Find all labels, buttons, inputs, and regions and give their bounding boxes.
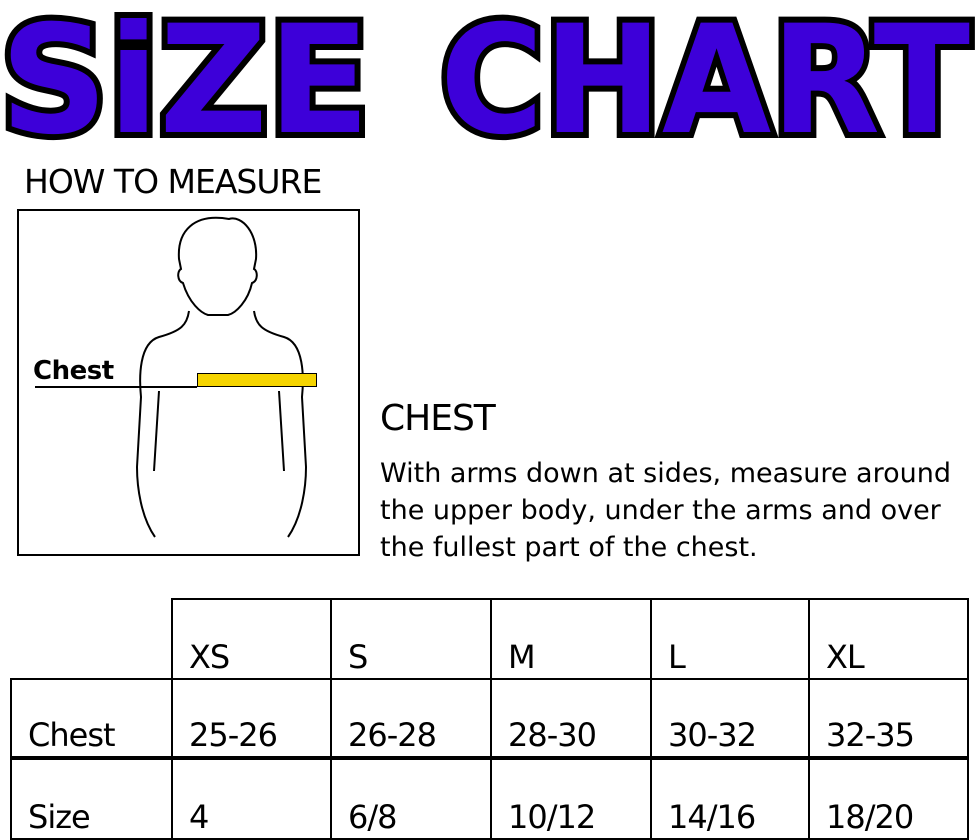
table-cell-text: 30-32 — [668, 716, 757, 754]
how-to-measure-heading: HOW TO MEASURE — [24, 162, 322, 201]
column-header: S — [330, 598, 492, 680]
table-cell: 6/8 — [330, 758, 492, 840]
table-cell: 14/16 — [650, 758, 810, 840]
table-cell: 10/12 — [490, 758, 652, 840]
measuring-tape — [197, 373, 317, 387]
svg-text:SiZE: SiZE — [0, 0, 370, 150]
table-cell-text: 14/16 — [668, 798, 756, 836]
row-label-text: Size — [28, 798, 91, 836]
column-header-text: XL — [826, 638, 865, 676]
row-label: Size — [10, 758, 173, 840]
body-outline-icon — [35, 216, 308, 538]
chest-heading: CHEST — [380, 398, 496, 439]
table-cell: 18/20 — [808, 758, 969, 840]
column-header-text: XS — [189, 638, 230, 676]
table-cell-text: 28-30 — [508, 716, 597, 754]
size-chart-logo: SiZE CHART — [0, 0, 976, 150]
column-header-text: S — [348, 638, 368, 676]
column-header-text: M — [508, 638, 536, 676]
table-cell: 30-32 — [650, 678, 810, 758]
chest-description: With arms down at sides, measure around … — [380, 458, 951, 563]
table-cell: 28-30 — [490, 678, 652, 758]
column-header-text: L — [668, 638, 686, 676]
table-cell-text: 10/12 — [508, 798, 596, 836]
table-cell: 4 — [171, 758, 332, 840]
table-cell: 32-35 — [808, 678, 969, 758]
table-cell-text: 25-26 — [189, 716, 278, 754]
row-label: Chest — [10, 678, 173, 758]
row-label-text: Chest — [28, 716, 116, 754]
column-header: L — [650, 598, 810, 680]
table-cell: 25-26 — [171, 678, 332, 758]
table-cell-text: 6/8 — [348, 798, 397, 836]
table-cell: 26-28 — [330, 678, 492, 758]
column-header: M — [490, 598, 652, 680]
measurement-figure: Chest — [17, 209, 360, 556]
chest-figure-label: Chest — [33, 356, 114, 386]
table-cell-text: 4 — [189, 798, 209, 836]
svg-text:CHART: CHART — [440, 0, 970, 150]
table-cell-text: 18/20 — [826, 798, 914, 836]
column-header: XL — [808, 598, 969, 680]
table-cell-text: 32-35 — [826, 716, 915, 754]
column-header: XS — [171, 598, 332, 680]
table-cell-text: 26-28 — [348, 716, 437, 754]
